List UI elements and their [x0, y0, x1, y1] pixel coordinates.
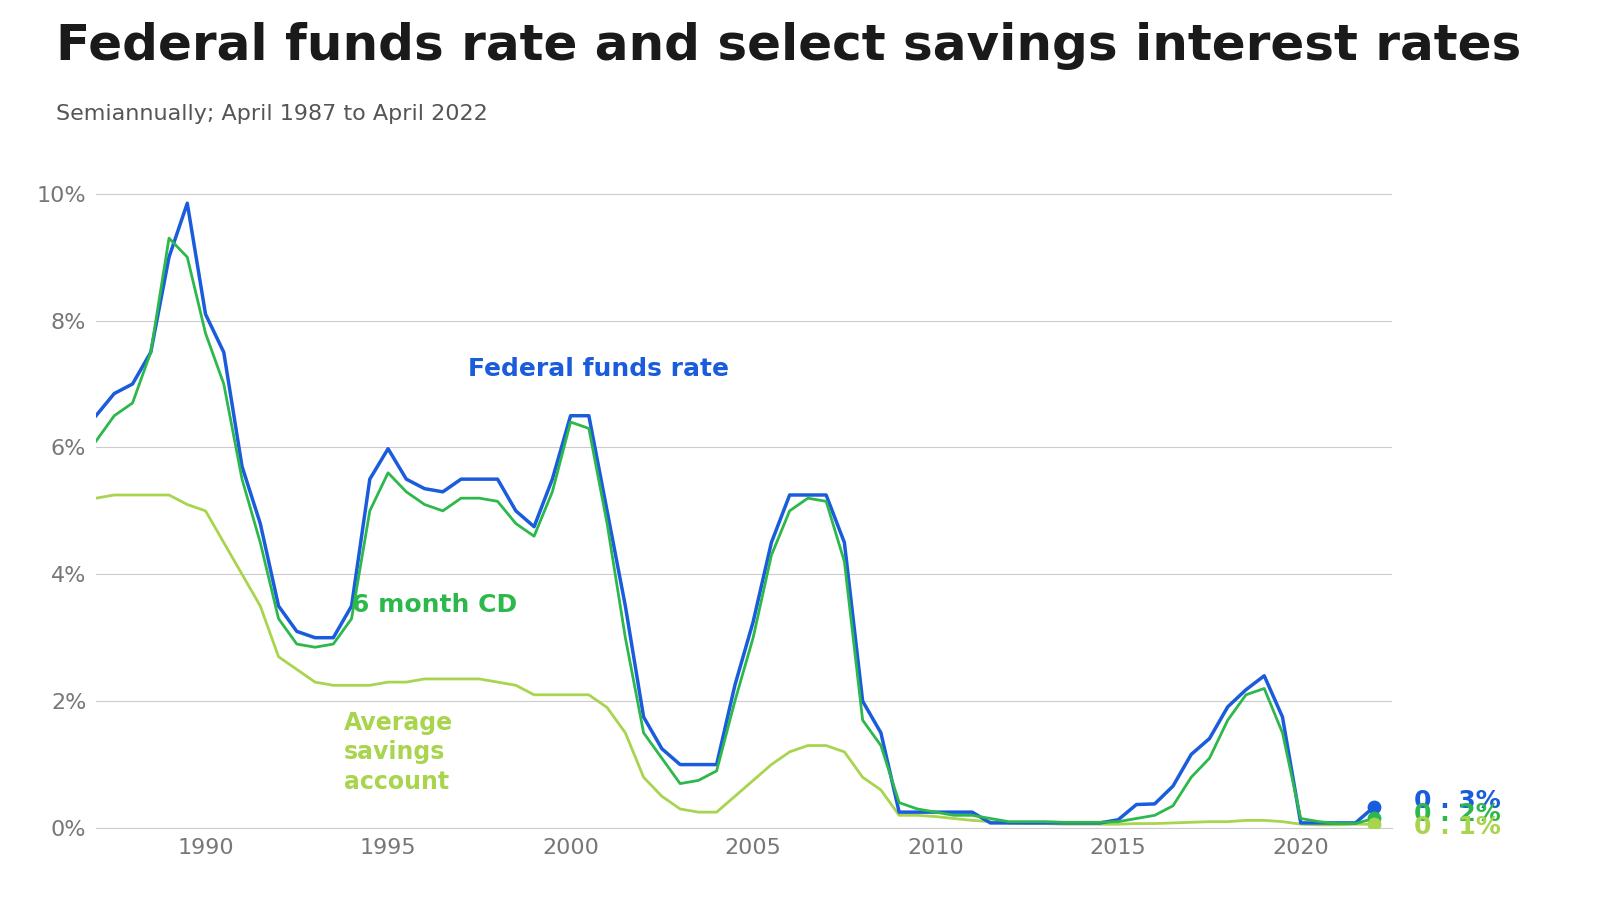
- Text: 0 . 1%: 0 . 1%: [1414, 814, 1501, 839]
- Point: [1362, 800, 1387, 814]
- Text: Average
savings
account: Average savings account: [344, 711, 453, 794]
- Text: Semiannually; April 1987 to April 2022: Semiannually; April 1987 to April 2022: [56, 104, 488, 123]
- Point: [1362, 811, 1387, 825]
- Point: [1362, 817, 1387, 832]
- Text: 0 . 3%: 0 . 3%: [1414, 789, 1501, 814]
- Text: 0 . 2%: 0 . 2%: [1414, 802, 1501, 826]
- Text: Federal funds rate: Federal funds rate: [469, 356, 730, 381]
- Text: 6 month CD: 6 month CD: [352, 593, 517, 617]
- Text: Federal funds rate and select savings interest rates: Federal funds rate and select savings in…: [56, 22, 1522, 70]
